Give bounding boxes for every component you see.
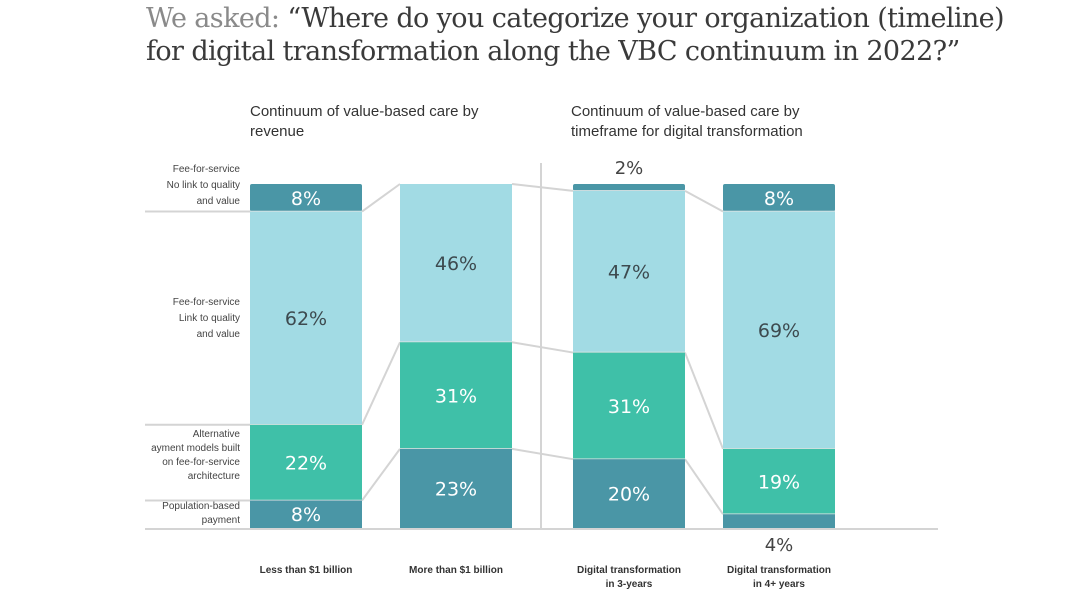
title-lead: We asked: <box>146 3 288 34</box>
row-label-line: on fee-for-service <box>162 457 240 468</box>
data-label: 19% <box>758 472 800 494</box>
connector-line <box>684 352 724 450</box>
bar-segment <box>250 211 362 425</box>
connector-line <box>511 183 574 192</box>
connector-line <box>361 448 401 502</box>
connector-line <box>511 447 574 461</box>
data-label: 4% <box>764 535 794 556</box>
row-label-line: architecture <box>187 471 240 482</box>
data-label: 2% <box>614 158 644 179</box>
row-label-line: and value <box>196 196 240 207</box>
bar-segment <box>723 184 835 212</box>
row-label: Fee-for-service No link to quality and val… <box>167 162 240 210</box>
row-label-line: Fee-for-service <box>172 297 240 308</box>
row-label-line: No link to quality <box>166 180 240 191</box>
data-label: 31% <box>608 396 650 418</box>
row-label: Population-based payment <box>162 500 240 528</box>
row-label: Alternative ayment models built on fee-for… <box>151 428 240 484</box>
bar-segment <box>573 184 685 191</box>
bar-segment <box>250 424 362 501</box>
connector-line <box>511 341 574 354</box>
bar-segment <box>573 459 685 528</box>
chart-title: We asked: “Where do you categorize your … <box>146 2 1046 68</box>
data-label: 8% <box>291 188 321 210</box>
category-label-line: Less than $1 billion <box>259 565 353 576</box>
panel-title-timeframe: Continuum of value-based care by timefra… <box>571 103 803 140</box>
category-label: Less than $1 billion <box>236 564 376 578</box>
category-label-line: More than $1 billion <box>409 565 503 576</box>
row-label-line: payment <box>201 515 240 526</box>
bar-segment <box>400 448 512 528</box>
data-label: 69% <box>758 320 800 342</box>
bar-segment <box>723 514 835 528</box>
bar-segment <box>400 184 512 343</box>
connector-line <box>361 341 401 426</box>
category-label: More than $1 billion <box>386 564 526 578</box>
title-question: “Where do you categorize your organizati… <box>146 3 1005 67</box>
data-label: 23% <box>435 478 477 500</box>
data-label: 31% <box>435 386 477 408</box>
bar-segment <box>400 342 512 449</box>
row-label-line: Population-based <box>162 501 240 512</box>
category-label-line: in 4+ years <box>753 579 805 590</box>
data-label: 46% <box>435 253 477 275</box>
bar-segment <box>573 352 685 460</box>
category-label-line: Digital transformation <box>577 565 681 576</box>
data-label: 8% <box>291 504 321 526</box>
bar-segment <box>250 184 362 212</box>
connector-line <box>684 190 724 213</box>
row-label-line: Alternative <box>192 429 240 440</box>
row-label-line: and value <box>196 329 240 340</box>
category-label: Digital transformation in 3-years <box>559 564 699 592</box>
category-label-line: Digital transformation <box>727 565 831 576</box>
connector-line <box>361 183 401 213</box>
row-label-line: Fee-for-service <box>172 164 240 175</box>
data-label: 8% <box>764 188 794 210</box>
data-label: 62% <box>285 308 327 330</box>
panel-title-revenue: Continuum of value-based care by revenue <box>250 103 479 140</box>
data-label: 47% <box>608 262 650 284</box>
connector-line <box>684 458 724 515</box>
row-label: Fee-for-service Link to quality and value <box>173 295 240 343</box>
bar-segment <box>573 190 685 353</box>
category-label-line: in 3-years <box>605 579 653 590</box>
data-label: 22% <box>285 453 327 475</box>
bar-segment <box>723 211 835 449</box>
bar-segment <box>250 500 362 528</box>
row-label-line: Link to quality <box>178 313 240 324</box>
row-label-line: ayment models built <box>151 443 240 454</box>
bar-segment <box>723 448 835 515</box>
data-label: 20% <box>608 484 650 506</box>
category-label: Digital transformation in 4+ years <box>709 564 849 592</box>
